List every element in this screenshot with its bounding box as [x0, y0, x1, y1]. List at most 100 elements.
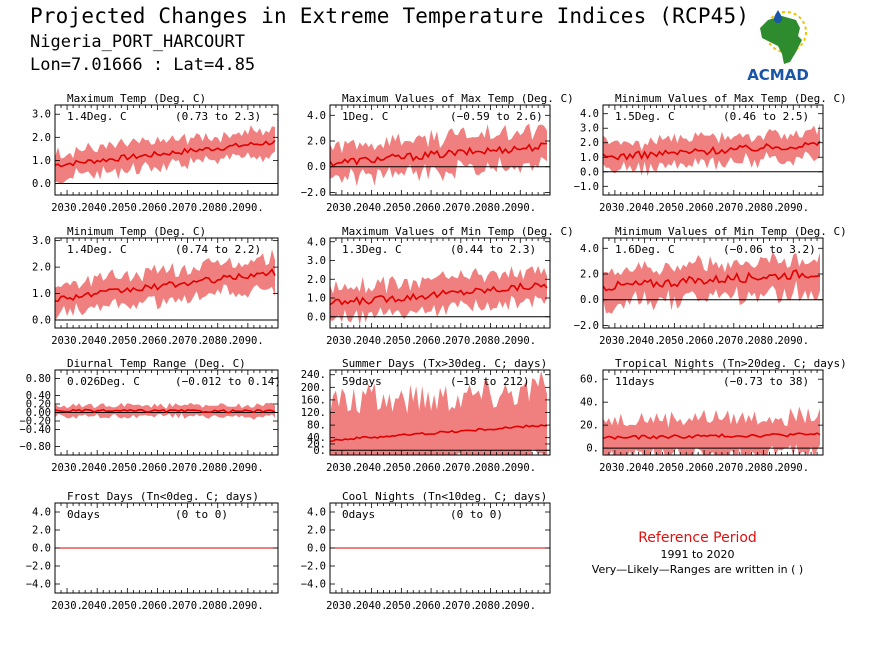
chart-panel: 2030.2040.2050.2060.2070.2080.2090. −0.80… — [19, 357, 281, 474]
x-tick-label: 2050. — [659, 202, 691, 214]
x-tick-label: 2030. — [326, 202, 358, 214]
x-tick-label: 2080. — [748, 335, 780, 347]
x-tick-label: 2070. — [172, 600, 204, 612]
y-tick-label: 0.0 — [307, 543, 326, 555]
y-tick-label: 0.80 — [26, 373, 51, 385]
y-tick-label: 1.0 — [32, 155, 51, 167]
x-tick-label: 2080. — [202, 600, 234, 612]
plot-frame — [602, 104, 824, 196]
chart-title: Minimum Values of Min Temp (Deg. C) — [615, 225, 847, 238]
y-tick-label: 0.0 — [580, 294, 599, 306]
mean-change-label: 1.4Deg. C — [67, 243, 127, 256]
ensemble-mean-line — [603, 269, 821, 292]
x-tick-label: 2070. — [172, 462, 204, 474]
y-tick-label: 60. — [580, 374, 599, 386]
x-tick-label: 2070. — [718, 462, 750, 474]
x-tick-label: 2070. — [445, 600, 477, 612]
y-tick-label: 0.0 — [580, 166, 599, 178]
chart-title: Summer Days (Tx>30deg. C; days) — [342, 357, 547, 370]
chart-panel: 2030.2040.2050.2060.2070.2080.2090. −4.0 −… — [301, 490, 551, 612]
x-tick-label: 2030. — [599, 462, 631, 474]
x-tick-label: 2080. — [475, 202, 507, 214]
x-tick-label: 2090. — [777, 202, 809, 214]
ensemble-mean-line — [330, 424, 548, 443]
ensemble-mean-line — [55, 139, 276, 168]
x-tick-label: 2070. — [718, 335, 750, 347]
x-tick-label: 2080. — [748, 462, 780, 474]
x-tick-label: 2040. — [81, 335, 113, 347]
mean-change-label: 1Deg. C — [342, 110, 388, 123]
x-tick-label: 2040. — [629, 335, 661, 347]
x-tick-label: 2040. — [629, 462, 661, 474]
x-tick-label: 2060. — [415, 202, 447, 214]
y-tick-label: 160. — [301, 394, 326, 406]
y-tick-label: 0.0 — [307, 311, 326, 323]
plot-area — [603, 251, 823, 314]
chart-title: Frost Days (Tn<0deg. C; days) — [67, 490, 259, 503]
y-tick-label: 2.0 — [307, 525, 326, 537]
y-tick-label: 120. — [301, 407, 326, 419]
x-tick-label: 2070. — [445, 462, 477, 474]
mean-change-label: 0days — [67, 508, 100, 521]
plot-area — [330, 265, 550, 326]
x-tick-label: 2050. — [112, 600, 144, 612]
x-tick-label: 2030. — [51, 335, 83, 347]
likely-range-label: (0 to 0) — [175, 508, 228, 521]
x-tick-label: 2040. — [356, 462, 388, 474]
x-tick-label: 2070. — [445, 335, 477, 347]
likely-range-label: (0.44 to 2.3) — [450, 243, 536, 256]
plot-area — [55, 402, 278, 420]
acmad-logo: ACMAD — [747, 10, 809, 84]
y-tick-label: 2.0 — [32, 525, 51, 537]
x-tick-label: 2050. — [659, 462, 691, 474]
y-tick-label: 1.0 — [580, 152, 599, 164]
likely-range-label: (−0.59 to 2.6) — [450, 110, 543, 123]
plot-area — [603, 406, 823, 455]
chart-panel: 2030.2040.2050.2060.2070.2080.2090. 0.0 1.… — [32, 92, 279, 214]
likely-range-label: (−0.012 to 0.14) — [175, 375, 281, 388]
mean-change-label: 1.6Deg. C — [615, 243, 675, 256]
y-tick-label: 3.0 — [32, 235, 51, 247]
plot-frame — [602, 237, 824, 329]
chart-panel: 2030.2040.2050.2060.2070.2080.2090. 0. 20.… — [580, 357, 847, 474]
chart-panel: 2030.2040.2050.2060.2070.2080.2090. −4.0 −… — [26, 490, 279, 612]
coordinates-label: Lon=7.01666 : Lat=4.85 — [30, 55, 256, 75]
location-label: Nigeria_PORT_HARCOURT — [30, 32, 245, 52]
x-tick-label: 2050. — [386, 600, 418, 612]
y-tick-label: −1.0 — [574, 181, 599, 193]
x-tick-label: 2060. — [415, 335, 447, 347]
x-tick-label: 2090. — [777, 335, 809, 347]
y-tick-label: −2.0 — [301, 187, 326, 199]
x-tick-label: 2060. — [142, 202, 174, 214]
chart-title: Cool Nights (Tn<10deg. C; days) — [342, 490, 547, 503]
x-tick-label: 2060. — [142, 462, 174, 474]
mean-change-label: 1.5Deg. C — [615, 110, 675, 123]
x-tick-label: 2040. — [81, 462, 113, 474]
ensemble-mean-line — [603, 432, 821, 441]
x-tick-label: 2050. — [112, 202, 144, 214]
likely-range-band — [55, 125, 275, 185]
plot-area — [330, 370, 550, 455]
plot-frame — [329, 104, 551, 196]
mean-change-label: 0days — [342, 508, 375, 521]
x-tick-label: 2040. — [629, 202, 661, 214]
y-tick-label: 0.20 — [26, 399, 51, 411]
logo-text: ACMAD — [747, 66, 809, 84]
x-tick-label: 2080. — [202, 462, 234, 474]
y-tick-label: −0.40 — [19, 424, 51, 436]
x-tick-label: 2060. — [688, 202, 720, 214]
y-tick-label: 0. — [586, 443, 599, 455]
y-tick-label: 4.0 — [307, 236, 326, 248]
y-tick-label: 0.0 — [307, 161, 326, 173]
x-tick-label: 2050. — [386, 202, 418, 214]
x-tick-label: 2060. — [415, 462, 447, 474]
plot-area — [330, 123, 550, 187]
y-tick-label: −0.80 — [19, 441, 51, 453]
chart-title: Tropical Nights (Tn>20deg. C; days) — [615, 357, 847, 370]
x-tick-label: 2090. — [504, 202, 536, 214]
chart-panel: 2030.2040.2050.2060.2070.2080.2090. 0.0 1.… — [32, 225, 279, 347]
likely-range-label: (−0.73 to 38) — [723, 375, 809, 388]
page-title: Projected Changes in Extreme Temperature… — [30, 4, 750, 28]
chart-title: Maximum Values of Min Temp (Deg. C) — [342, 225, 574, 238]
